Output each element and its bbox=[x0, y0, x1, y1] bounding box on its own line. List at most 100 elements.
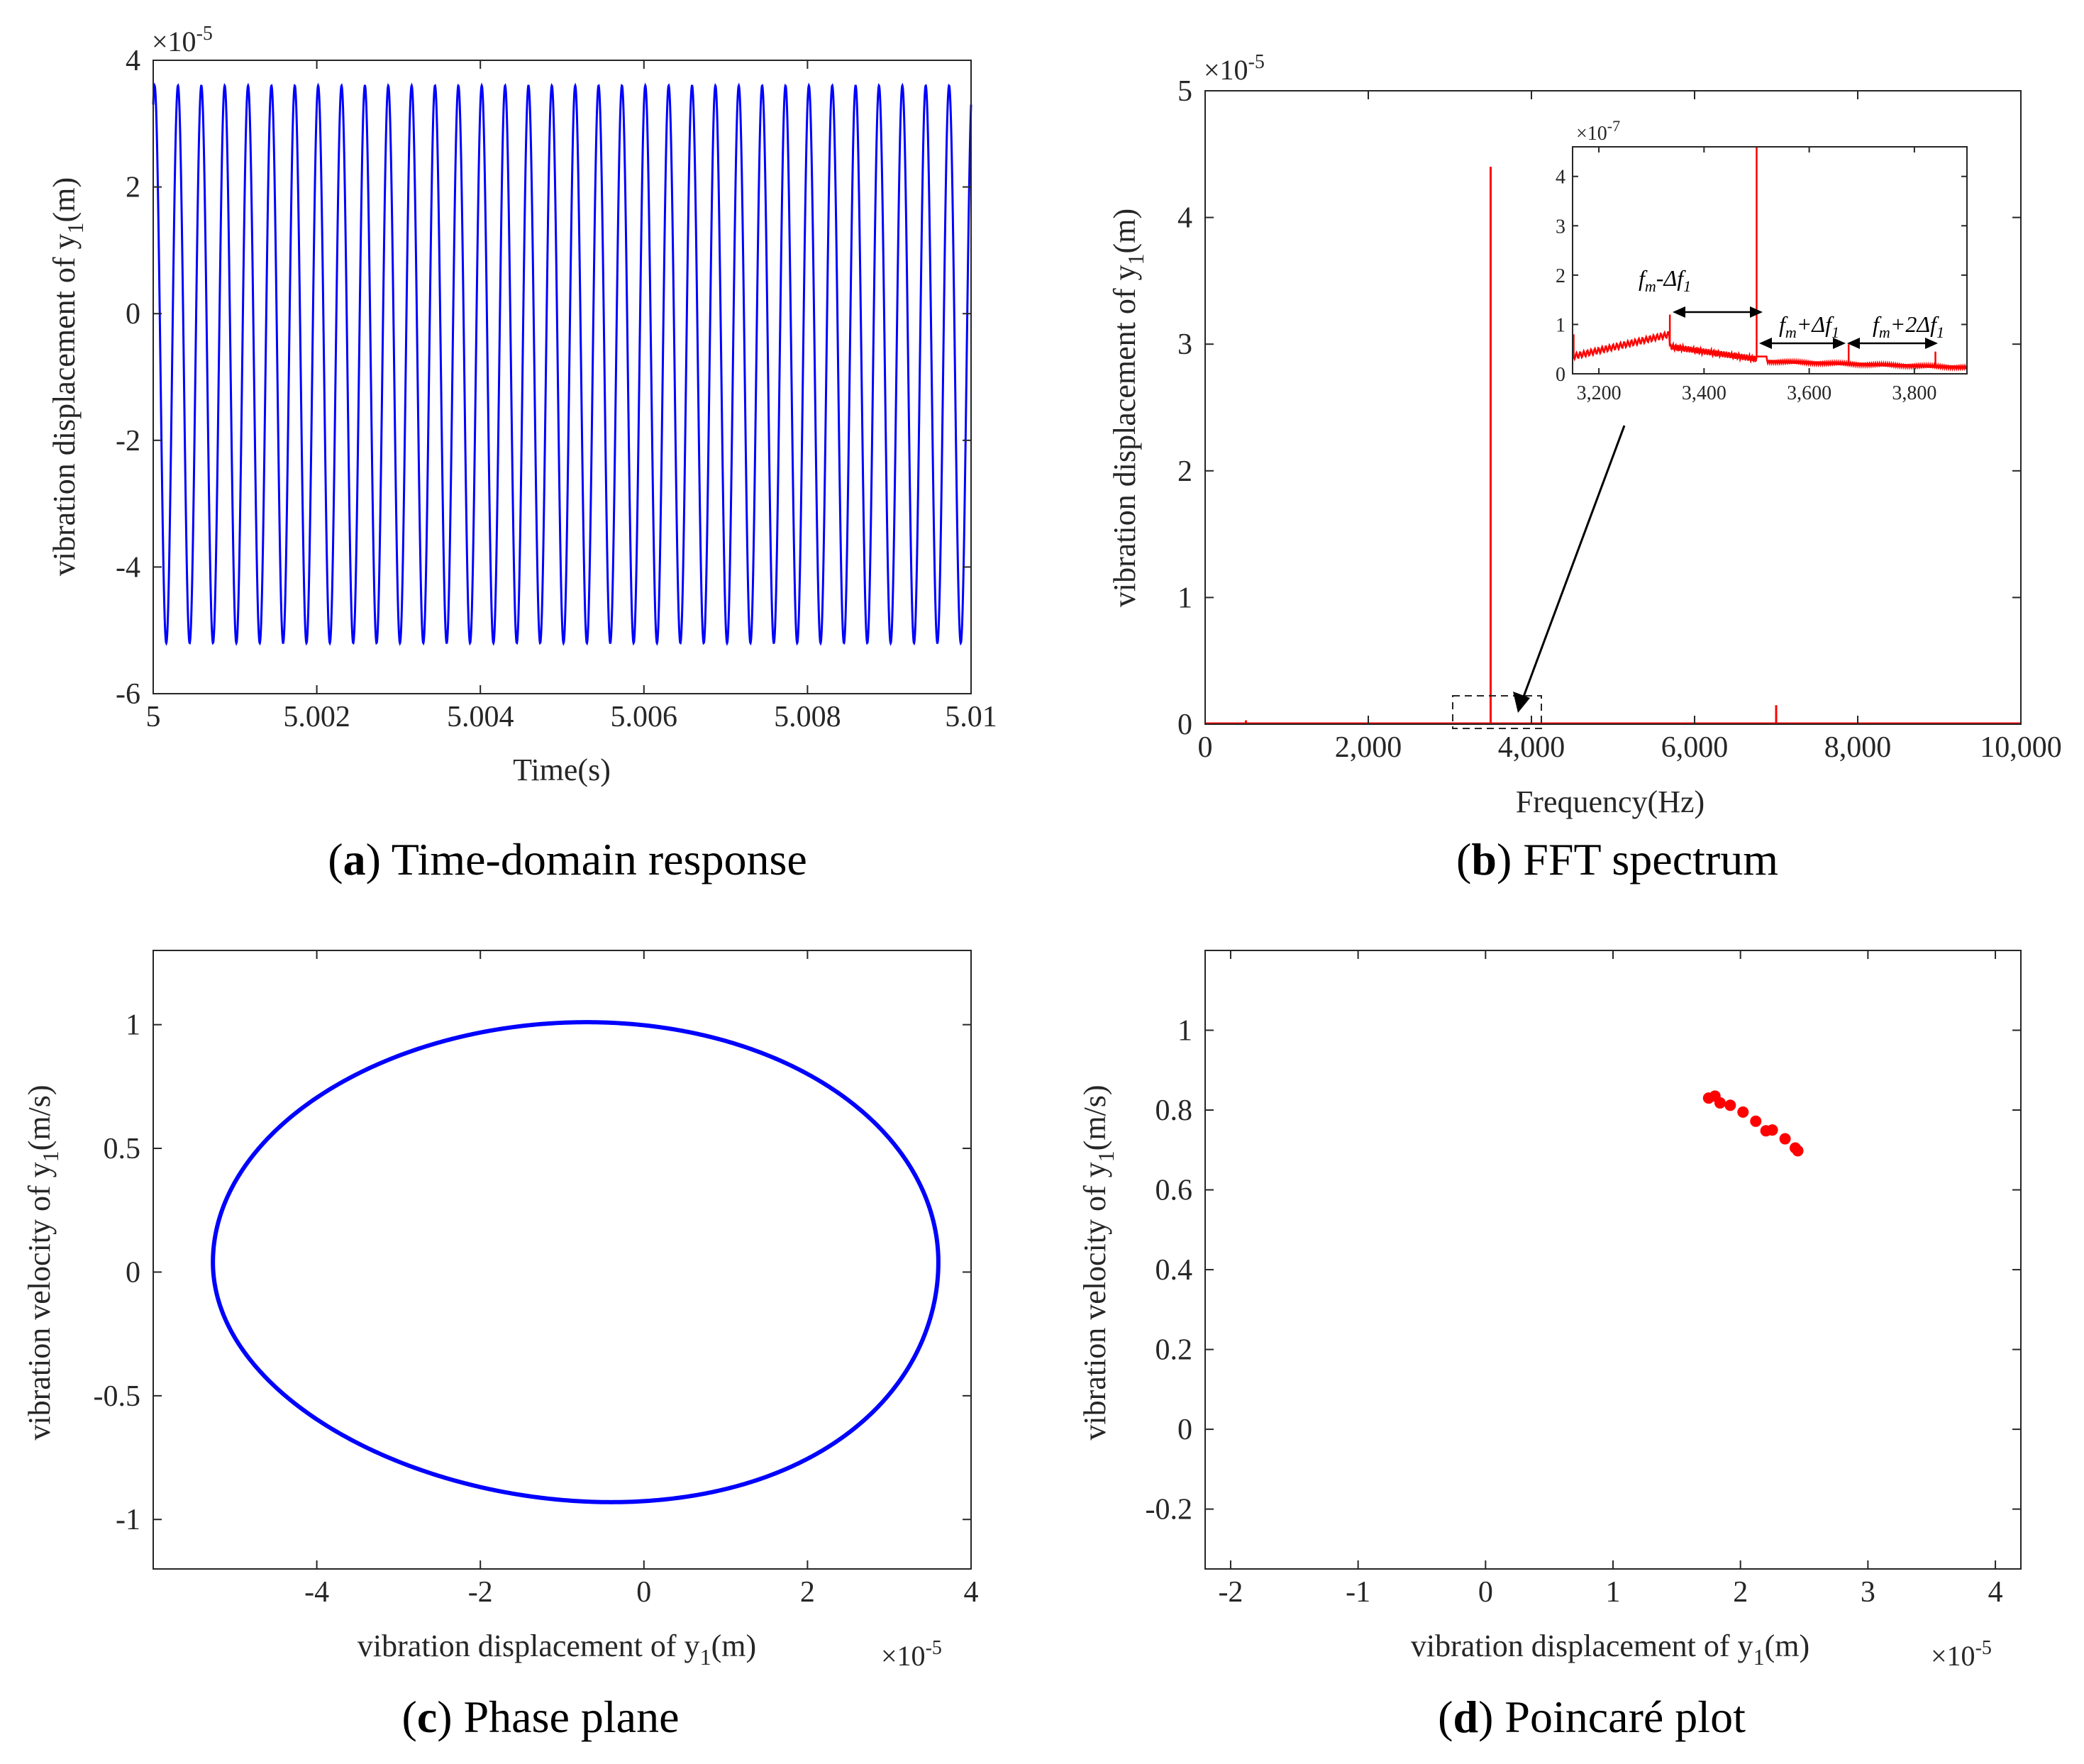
panel-d-x-label: vibration displacement of y1(m) bbox=[1411, 1629, 1809, 1670]
panel-c-plot-area bbox=[211, 1020, 941, 1504]
panel-d-poincare: -2 -1 0 1 2 3 4 -0.2 0 0.2 0.4 0.6 0.8 1 vibration d… bbox=[1077, 950, 2022, 1742]
panel-b-y-exponent: ×10-5 bbox=[1204, 51, 1265, 86]
panel-d-y-tick-label: 0.4 bbox=[1155, 1254, 1193, 1287]
inset-x-tick-label: 3,400 bbox=[1682, 382, 1726, 404]
inset-x-tick-label: 3,200 bbox=[1577, 382, 1622, 404]
panel-b-x-tick-label: 4,000 bbox=[1498, 731, 1565, 764]
panel-d-point bbox=[1737, 1106, 1749, 1118]
panel-c-x-tick-label: 4 bbox=[964, 1576, 979, 1609]
panel-d-frame bbox=[1204, 950, 2022, 1570]
panel-b-x-label: Frequency(Hz) bbox=[1516, 784, 1705, 819]
panel-c-y-tick-label: 0 bbox=[126, 1256, 140, 1289]
panel-b-y-tick-label: 3 bbox=[1177, 328, 1192, 361]
inset-x-ticks: 3,200 3,400 3,600 3,800 bbox=[1577, 147, 1936, 404]
panel-a-y-tick-label: -6 bbox=[116, 678, 140, 711]
panel-b-caption: (b) FFT spectrum bbox=[1456, 834, 1778, 884]
panel-d-point bbox=[1750, 1115, 1762, 1127]
panel-a-y-tick-label: -4 bbox=[116, 551, 140, 584]
panel-a-y-tick-label: -2 bbox=[116, 425, 140, 457]
panel-b-x-ticks: 0 2,000 4,000 6,000 8,000 10,000 bbox=[1198, 91, 2062, 764]
panel-d-y-tick-label: 0.8 bbox=[1155, 1094, 1193, 1127]
panel-a-x-ticks: 5 5.002 5.004 5.006 5.008 5.01 bbox=[146, 60, 997, 733]
panel-c-y-tick-label: 0.5 bbox=[104, 1133, 141, 1165]
panel-d-x-tick-label: 0 bbox=[1478, 1576, 1493, 1609]
panel-b-y-ticks: 0 1 2 3 4 5 bbox=[1177, 75, 2021, 741]
panel-a-x-tick-label: 5.01 bbox=[945, 701, 997, 733]
panel-a-series-line bbox=[152, 82, 972, 646]
panel-a-y-tick-label: 0 bbox=[126, 298, 140, 331]
panel-b-x-tick-label: 10,000 bbox=[1980, 731, 2062, 764]
panel-d-y-label: vibration velocity of y1(m/s) bbox=[1077, 1085, 1119, 1440]
panel-b-x-tick-label: 6,000 bbox=[1661, 731, 1729, 764]
panel-c-x-ticks: -4 -2 0 2 4 bbox=[304, 950, 979, 1609]
panel-d-x-tick-label: 1 bbox=[1606, 1576, 1621, 1609]
panel-d-x-tick-label: -1 bbox=[1346, 1576, 1370, 1609]
panel-d-point bbox=[1766, 1124, 1778, 1136]
inset-y-tick-label: 3 bbox=[1556, 216, 1565, 238]
panel-d-y-ticks: -0.2 0 0.2 0.4 0.6 0.8 1 bbox=[1146, 1015, 2021, 1526]
panel-d-point bbox=[1779, 1133, 1791, 1145]
panel-c-orbit-line bbox=[211, 1020, 941, 1504]
panel-b-y-tick-label: 1 bbox=[1177, 582, 1192, 614]
inset-y-tick-label: 0 bbox=[1556, 364, 1565, 386]
panel-a-y-tick-label: 4 bbox=[126, 45, 140, 77]
panel-a-caption: (a) Time-domain response bbox=[328, 834, 807, 884]
panel-c-y-ticks: -1 -0.5 0 0.5 1 bbox=[94, 1009, 971, 1536]
panel-c-x-tick-label: 0 bbox=[636, 1576, 651, 1609]
panel-d-point bbox=[1792, 1145, 1804, 1157]
panel-b-y-tick-label: 4 bbox=[1177, 202, 1192, 235]
panel-b-x-tick-label: 8,000 bbox=[1824, 731, 1892, 764]
panel-b-zoom-arrow bbox=[1520, 425, 1626, 703]
panel-d-y-tick-label: -0.2 bbox=[1146, 1494, 1193, 1526]
panel-d-x-tick-label: 2 bbox=[1733, 1576, 1748, 1609]
panel-a-x-tick-label: 5.008 bbox=[774, 701, 841, 733]
inset-plot-area bbox=[1572, 147, 1968, 372]
panel-c-y-label: vibration velocity of y1(m/s) bbox=[22, 1085, 63, 1440]
panel-d-y-tick-label: 0.6 bbox=[1155, 1175, 1193, 1207]
inset-arrow-3 bbox=[1847, 338, 1938, 349]
panel-d-plot-area bbox=[1702, 1090, 1804, 1157]
panel-c-x-exponent: ×10-5 bbox=[881, 1637, 942, 1672]
panel-b-x-tick-label: 0 bbox=[1198, 731, 1213, 764]
panel-a-x-tick-label: 5.004 bbox=[447, 701, 514, 733]
inset-arrow-2 bbox=[1759, 338, 1846, 349]
panel-a-y-ticks: -6 -4 -2 0 2 4 bbox=[116, 45, 971, 711]
inset-annotation-second-sideband: fm+2Δf1 bbox=[1873, 311, 1944, 341]
panel-c-y-tick-label: 1 bbox=[126, 1009, 140, 1042]
panel-c-frame bbox=[153, 950, 972, 1570]
inset-x-tick-label: 3,600 bbox=[1787, 382, 1831, 404]
panel-b-y-tick-label: 5 bbox=[1177, 75, 1192, 108]
panel-d-y-tick-label: 0 bbox=[1177, 1414, 1192, 1446]
panel-c-x-tick-label: -2 bbox=[468, 1576, 493, 1609]
panel-a-x-tick-label: 5.006 bbox=[611, 701, 678, 733]
panel-b-frame bbox=[1204, 90, 2022, 725]
panel-b-x-tick-label: 2,000 bbox=[1335, 731, 1402, 764]
panel-c-x-label: vibration displacement of y1(m) bbox=[358, 1629, 756, 1670]
inset-arrow-1 bbox=[1673, 306, 1763, 318]
panel-b-y-tick-label: 2 bbox=[1177, 455, 1192, 488]
panel-d-x-tick-label: -2 bbox=[1218, 1576, 1243, 1609]
inset-y-tick-label: 2 bbox=[1556, 265, 1565, 287]
panel-d-x-exponent: ×10-5 bbox=[1931, 1637, 1992, 1672]
panel-c-y-tick-label: -1 bbox=[116, 1504, 140, 1536]
panel-d-x-ticks: -2 -1 0 1 2 3 4 bbox=[1218, 950, 2003, 1609]
panel-b-y-label: vibration displacement of y1(m) bbox=[1107, 209, 1148, 607]
inset-y-ticks: 0 1 2 3 4 bbox=[1556, 167, 1967, 386]
panel-c-x-tick-label: 2 bbox=[800, 1576, 815, 1609]
panel-c-phase-plane: -4 -2 0 2 4 -1 -0.5 0 0.5 1 vibration displaceme… bbox=[22, 950, 979, 1742]
panel-d-y-tick-label: 1 bbox=[1177, 1015, 1192, 1048]
panel-c-x-tick-label: -4 bbox=[304, 1576, 329, 1609]
panel-c-caption: (c) Phase plane bbox=[402, 1692, 680, 1742]
panel-d-caption: (d) Poincaré plot bbox=[1438, 1692, 1746, 1742]
panel-d-point bbox=[1724, 1099, 1736, 1111]
panel-b-zoom-arrowhead bbox=[1513, 692, 1530, 713]
panel-a-x-label: Time(s) bbox=[513, 753, 611, 787]
inset-background bbox=[1573, 147, 1967, 374]
inset-x-tick-label: 3,800 bbox=[1892, 382, 1936, 404]
panel-a-time-domain: 5 5.002 5.004 5.006 5.008 5.01 -6 -4 -2 0 2 4 ×10-… bbox=[47, 23, 997, 884]
inset-frame bbox=[1572, 146, 1968, 375]
panel-b-fft-spectrum: 0 2,000 4,000 6,000 8,000 10,000 0 1 2 3 4 5 ×10-5… bbox=[1107, 51, 2062, 884]
panel-d-point bbox=[1714, 1097, 1726, 1109]
